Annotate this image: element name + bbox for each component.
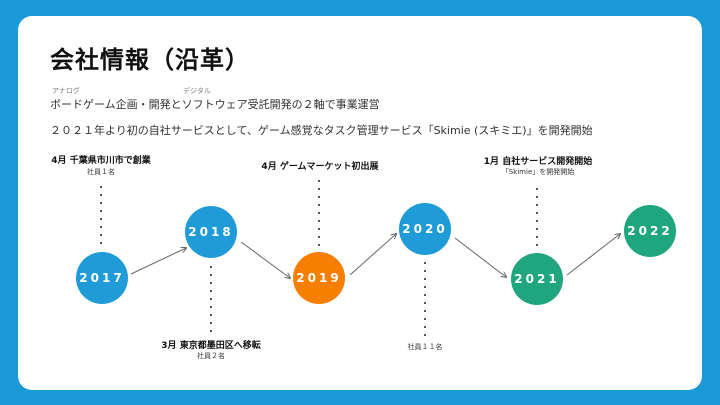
arrow-2021-2022	[566, 234, 620, 276]
note-2018: 社員２名	[197, 352, 225, 360]
ruby-analog: アナログ	[52, 87, 80, 95]
event-2017: 4月 千葉県市川市で創業	[51, 156, 151, 166]
year-2019: 2019	[293, 252, 345, 304]
year-2022: 2022	[624, 205, 676, 257]
year-2020: 2020	[399, 203, 451, 255]
service-description: ２０２１年より初の自社サービスとして、ゲーム感覚なタスク管理サービス「Skimi…	[50, 124, 593, 137]
arrow-2018-2019	[240, 241, 290, 278]
note-2021: 「Skimie」を開発開始	[501, 168, 575, 176]
note-2020: 社員１１名	[407, 343, 443, 351]
year-2017: 2017	[76, 252, 128, 304]
event-2019: 4月 ゲームマーケット初出展	[261, 162, 379, 172]
arrow-2017-2018	[130, 248, 186, 275]
arrow-2020-2021	[454, 237, 506, 277]
note-2017: 社員１名	[87, 168, 115, 176]
page-title: 会社情報（沿革）	[50, 46, 250, 74]
content-card	[18, 16, 702, 390]
arrow-2019-2020	[349, 234, 396, 276]
ruby-digital: デジタル	[183, 87, 211, 95]
business-description: ボードゲーム企画・開発とソフトウェア受託開発の２軸で事業運営	[50, 98, 380, 111]
year-2021: 2021	[511, 253, 563, 305]
event-2021: 1月 自社サービス開発開始	[483, 157, 593, 167]
event-2018: 3月 東京都墨田区へ移転	[161, 341, 261, 351]
year-2018: 2018	[185, 206, 237, 258]
